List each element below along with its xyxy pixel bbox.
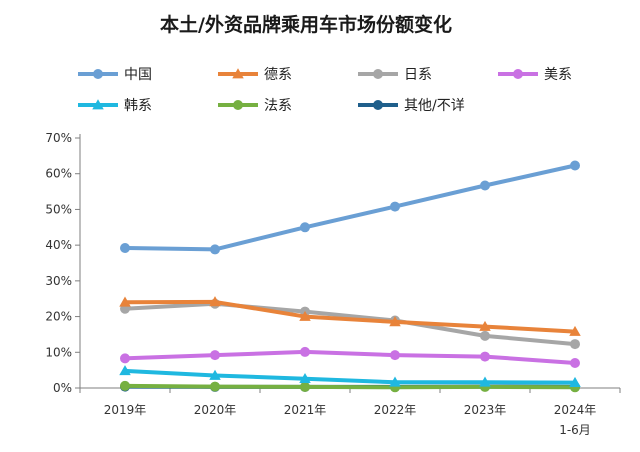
x-tick-label: 2022年 (374, 403, 417, 417)
legend-label: 德系 (264, 67, 292, 83)
data-point (480, 180, 490, 191)
legend-label: 法系 (264, 98, 292, 114)
y-tick-label: 50% (45, 202, 72, 216)
data-point (299, 372, 311, 384)
legend-label: 韩系 (124, 98, 152, 114)
legend-item: 其他/不详 (358, 98, 465, 114)
data-point (389, 316, 401, 327)
data-point (390, 350, 400, 361)
data-point (210, 244, 220, 255)
data-point (389, 376, 401, 387)
legend-item: 美系 (498, 67, 572, 83)
series-line (123, 163, 577, 252)
data-point (570, 160, 580, 171)
legend-item: 德系 (218, 67, 292, 83)
legend-label: 美系 (544, 67, 572, 83)
data-point (300, 346, 310, 357)
data-point (300, 381, 310, 392)
data-point (480, 351, 490, 362)
data-point (569, 325, 581, 336)
plot-area: 0% 10% 20% 30% 40% 50% 60% 70% 2019年 2020年 2021年 20… (45, 131, 621, 437)
data-point (479, 320, 491, 331)
data-point (209, 369, 221, 380)
series-line (123, 349, 577, 365)
x-tick-label: 2020年 (194, 403, 237, 417)
data-point (390, 201, 400, 212)
data-point (569, 376, 581, 387)
legend-swatch-marker (233, 100, 243, 110)
series-line (123, 368, 577, 385)
series-2 (119, 296, 581, 336)
legend-swatch-marker (373, 69, 383, 79)
legend-swatch-marker (92, 99, 104, 110)
legend-label: 日系 (404, 67, 432, 83)
data-point (570, 358, 580, 368)
series-5 (119, 365, 581, 387)
data-point (300, 222, 310, 233)
chart-title: 本土/外资品牌乘用车市场份额变化 (160, 13, 452, 36)
series-3 (120, 298, 580, 350)
data-point (299, 310, 311, 321)
data-point (119, 365, 131, 376)
legend-swatch-marker (93, 69, 103, 79)
x-tick-label: 2023年 (464, 403, 507, 417)
legend-swatch-marker (513, 69, 523, 79)
data-point (120, 243, 130, 253)
data-point (480, 330, 490, 341)
data-point (119, 296, 131, 307)
series-1 (120, 160, 580, 255)
legend-item: 韩系 (78, 98, 152, 114)
x-tick-label: 2024年 1-6月 (554, 403, 597, 437)
x-tick-label: 2019年 (104, 403, 147, 417)
series-line (123, 299, 577, 334)
data-point (120, 380, 130, 391)
legend-swatch-marker (232, 68, 244, 79)
legend-label: 中国 (124, 67, 152, 83)
y-tick-label: 30% (45, 274, 72, 288)
data-point (210, 350, 220, 361)
y-tick-label: 60% (45, 167, 72, 181)
series-line (123, 383, 577, 390)
x-tick-label: 2021年 (284, 403, 327, 417)
series-4 (120, 346, 580, 368)
data-point (570, 339, 580, 350)
y-tick-label: 70% (45, 131, 72, 145)
data-point (120, 353, 130, 364)
y-tick-label: 20% (45, 310, 72, 324)
y-tick-label: 0% (53, 381, 72, 395)
y-tick-label: 10% (45, 345, 72, 359)
y-tick-label: 40% (45, 238, 72, 252)
legend-swatch-marker (373, 100, 383, 110)
legend-label: 其他/不详 (404, 98, 465, 114)
series-line (123, 301, 577, 347)
data-point (209, 296, 221, 307)
legend-item: 法系 (218, 98, 292, 114)
data-point (210, 381, 220, 392)
legend-item: 日系 (358, 67, 432, 83)
data-point (479, 376, 491, 387)
legend-item: 中国 (78, 67, 152, 83)
